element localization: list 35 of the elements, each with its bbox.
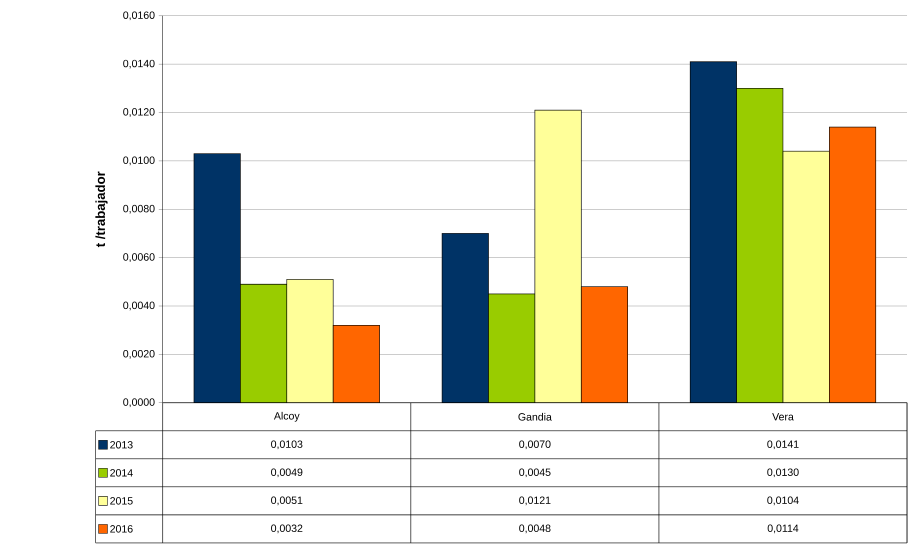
bar: [534, 110, 582, 403]
y-tick-label: 0,0000: [123, 398, 155, 408]
y-tick-label: 0,0080: [123, 204, 155, 214]
legend-label: 2014: [110, 469, 133, 477]
y-tick-label: 0,0160: [123, 11, 155, 20]
data-label: 0,0048: [519, 524, 551, 534]
data-label: 0,0114: [768, 524, 798, 534]
y-tick-label: 0,0060: [123, 253, 155, 262]
data-label: 0,0049: [271, 468, 302, 478]
y-tick-label: 0,0020: [123, 350, 155, 359]
y-tick-label: 0,0120: [123, 108, 155, 117]
x-tick-label: Alcoy: [274, 412, 300, 422]
data-label: 0,0104: [767, 496, 799, 506]
legend-label: 2015: [110, 497, 133, 505]
legend-label: 2016: [110, 525, 133, 533]
bar: [332, 325, 380, 403]
y-axis-title: t /trabajador: [95, 171, 108, 248]
x-tick-label: Vera: [772, 413, 794, 420]
y-tick-label: 0,0140: [123, 60, 155, 69]
data-label: 0,0130: [767, 468, 799, 478]
data-label: 0,0051: [271, 496, 302, 506]
y-tick-label: 0,0100: [123, 156, 155, 166]
data-label: 0,0070: [519, 440, 551, 450]
data-label: 0,0121: [519, 496, 550, 506]
bar: [782, 150, 830, 403]
y-tick-label: 0,0040: [123, 302, 155, 310]
x-tick-label: Gandia: [518, 412, 552, 421]
data-label: 0,0103: [271, 440, 302, 450]
bar: [580, 286, 628, 403]
legend-label: 2013: [110, 441, 133, 449]
bar: [829, 126, 876, 403]
data-label: 0,0045: [519, 468, 551, 478]
data-label: 0,0141: [767, 440, 799, 450]
bar: [286, 279, 334, 403]
data-label: 0,0032: [271, 524, 302, 534]
